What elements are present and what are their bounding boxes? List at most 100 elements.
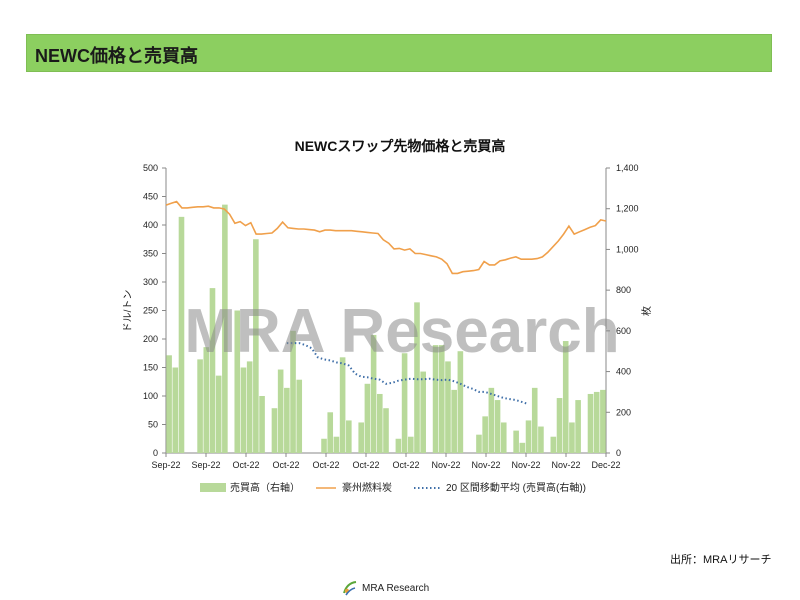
x-tick-label: Oct-22	[312, 460, 339, 470]
footer-logo-text: MRA Research	[362, 582, 430, 594]
volume-bar	[240, 367, 247, 453]
volume-bar	[531, 387, 538, 453]
legend-label-price: 豪州燃料炭	[342, 481, 392, 494]
volume-bar	[395, 438, 402, 453]
legend-label-bar: 売買高（右軸）	[230, 481, 300, 494]
page-title: NEWC価格と売買高	[35, 46, 198, 66]
x-tick-label: Sep-22	[191, 460, 220, 470]
volume-bar	[203, 347, 210, 453]
x-tick-label: Nov-22	[551, 460, 580, 470]
chart-title: NEWCスワップ先物価格と売買高	[294, 138, 506, 154]
volume-bar	[513, 430, 519, 453]
left-tick-label: 50	[148, 420, 158, 430]
volume-bar	[587, 393, 594, 453]
watermark: MRA Research	[184, 297, 619, 366]
volume-bar	[346, 420, 352, 453]
volume-bar	[407, 436, 414, 453]
volume-bar	[172, 367, 179, 453]
volume-bar	[364, 383, 371, 453]
volume-bar	[234, 310, 241, 453]
x-tick-label: Nov-22	[431, 460, 460, 470]
x-tick-label: Oct-22	[392, 460, 419, 470]
volume-bar	[321, 438, 327, 453]
volume-bar	[420, 371, 426, 453]
volume-bar	[296, 379, 303, 453]
volume-bar	[562, 341, 569, 453]
price-line	[165, 200, 607, 275]
volume-bar	[215, 375, 222, 453]
volume-bar	[451, 389, 457, 453]
x-tick-label: Oct-22	[272, 460, 299, 470]
left-tick-label: 500	[143, 163, 158, 173]
volume-bar	[370, 334, 377, 453]
volume-bar	[277, 369, 284, 453]
y-axis-title-right: 枚	[640, 306, 653, 316]
left-tick-label: 350	[143, 249, 158, 259]
x-tick-label: Sep-22	[151, 460, 180, 470]
right-tick-label: 1,400	[616, 163, 639, 173]
legend-label-ma: 20 区間移動平均 (売買高(右軸))	[446, 481, 586, 494]
volume-bar	[246, 361, 253, 453]
right-tick-label: 0	[616, 448, 621, 458]
right-tick-label: 800	[616, 285, 631, 295]
left-tick-label: 200	[143, 334, 158, 344]
volume-bar	[284, 387, 290, 453]
volume-bar	[290, 330, 296, 453]
volume-bar	[550, 436, 557, 453]
footer-logo: MRA Research	[341, 578, 429, 598]
volume-bar	[401, 353, 408, 453]
right-tick-label: 1,200	[616, 204, 639, 214]
volume-bar	[600, 389, 606, 453]
header-bar: NEWC価格と売買高	[26, 34, 772, 72]
left-tick-label: 0	[153, 448, 158, 458]
volume-bar	[377, 393, 383, 453]
x-tick-label: Oct-22	[352, 460, 379, 470]
volume-bar	[222, 204, 228, 453]
volume-bar	[166, 355, 172, 453]
volume-bar	[358, 422, 365, 453]
volume-bar	[519, 442, 526, 453]
y-axis-title-left: ドル/トン	[123, 290, 134, 333]
volume-bar	[209, 288, 216, 453]
volume-bar	[438, 345, 445, 453]
x-tick-label: Dec-22	[591, 460, 620, 470]
left-tick-label: 250	[143, 306, 158, 316]
volume-bar	[575, 400, 581, 453]
volume-bar	[457, 351, 464, 453]
volume-bar	[197, 359, 203, 453]
volume-bar	[432, 345, 439, 453]
left-tick-label: 400	[143, 220, 158, 230]
x-tick-label: Oct-22	[232, 460, 259, 470]
volume-bar	[259, 396, 265, 453]
volume-bar	[500, 422, 507, 453]
x-tick-label: Nov-22	[511, 460, 540, 470]
right-tick-label: 1,000	[616, 244, 639, 254]
volume-bar	[333, 436, 340, 453]
volume-bar	[271, 408, 278, 453]
left-tick-label: 450	[143, 192, 158, 202]
volume-bar	[569, 422, 575, 453]
volume-bar	[445, 361, 451, 453]
volume-bar	[327, 412, 334, 453]
volume-bar	[178, 216, 185, 453]
left-tick-label: 100	[143, 391, 158, 401]
right-tick-label: 400	[616, 367, 631, 377]
x-tick-label: Nov-22	[471, 460, 500, 470]
right-tick-label: 600	[616, 326, 631, 336]
volume-bar	[476, 434, 482, 453]
volume-bar	[414, 302, 420, 453]
volume-bar	[538, 426, 544, 453]
left-tick-label: 150	[143, 363, 158, 373]
right-tick-label: 200	[616, 407, 631, 417]
volume-bar	[482, 416, 488, 453]
volume-bar	[488, 387, 495, 453]
volume-bar	[525, 420, 532, 453]
legend-swatch-bar	[200, 483, 226, 492]
logo-icon	[343, 581, 357, 596]
volume-bar	[556, 398, 563, 453]
volume-bar	[494, 400, 501, 453]
volume-bar	[383, 408, 389, 453]
source-note: 出所：MRAリサーチ	[670, 554, 772, 566]
volume-bar	[253, 239, 259, 453]
